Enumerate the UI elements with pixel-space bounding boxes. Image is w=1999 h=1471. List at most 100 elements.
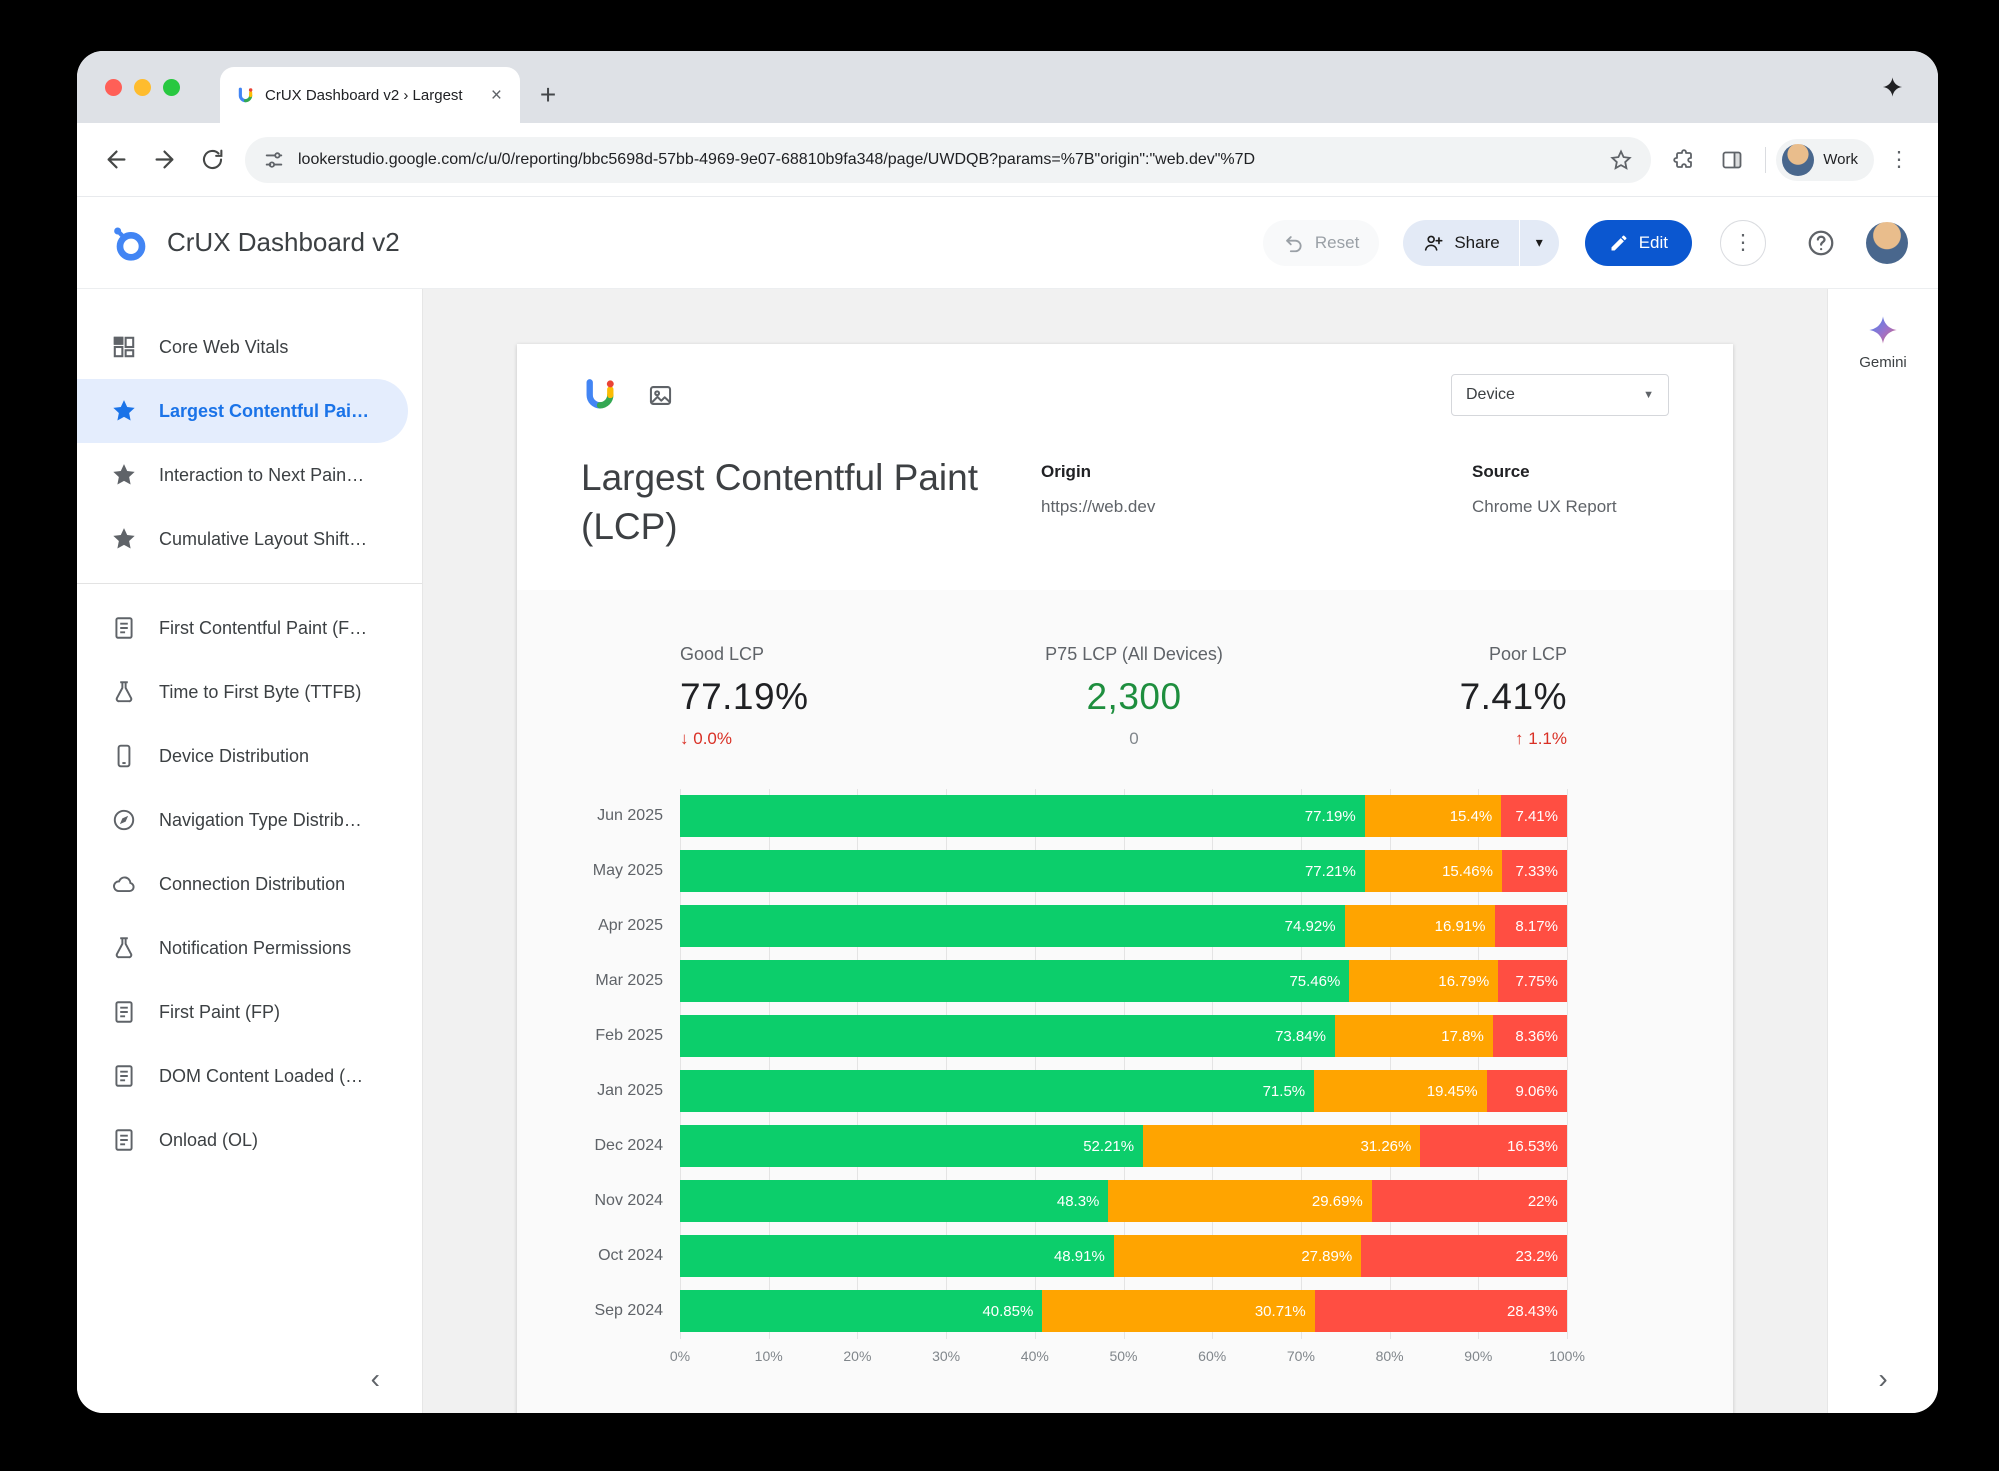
sidebar-item-dom-content-loaded[interactable]: DOM Content Loaded (… xyxy=(77,1044,408,1108)
bar-segment-poor[interactable]: 23.2% xyxy=(1361,1235,1567,1278)
report-canvas: Device ▼ Largest Contentful Paint (LCP) … xyxy=(423,289,1827,1413)
sidebar-item-label: Time to First Byte (TTFB) xyxy=(159,681,362,702)
bar-segment-needs-improvement[interactable]: 16.79% xyxy=(1349,960,1499,1003)
bar-segment-needs-improvement[interactable]: 15.4% xyxy=(1364,795,1502,838)
report-menu-icon[interactable]: ⋮ xyxy=(1720,219,1766,266)
bar-value-label: 40.85% xyxy=(982,1302,1034,1320)
sidebar-item-largest-contentful-pai[interactable]: Largest Contentful Pai… xyxy=(77,379,408,443)
new-tab-button[interactable]: + xyxy=(539,79,557,110)
next-page-icon[interactable]: › xyxy=(1878,1363,1888,1394)
dropdown-caret-icon: ▼ xyxy=(1643,389,1654,401)
bar-segment-poor[interactable]: 8.36% xyxy=(1492,1015,1567,1058)
sidebar-item-core-web-vitals[interactable]: Core Web Vitals xyxy=(77,315,408,379)
axis-tick: 20% xyxy=(843,1347,872,1364)
bookmark-star-icon[interactable] xyxy=(1609,148,1633,172)
sidebar-item-cumulative-layout-shift[interactable]: Cumulative Layout Shift… xyxy=(77,507,408,571)
stacked-bar: 52.21% 31.26% 16.53% xyxy=(680,1125,1567,1168)
bar-segment-good[interactable]: 77.21% xyxy=(680,850,1365,893)
tab-close-icon[interactable]: × xyxy=(490,84,502,106)
bar-segment-good[interactable]: 75.46% xyxy=(680,960,1350,1003)
bar-segment-needs-improvement[interactable]: 16.91% xyxy=(1344,905,1495,948)
close-window-button[interactable] xyxy=(105,78,122,96)
account-avatar[interactable] xyxy=(1866,221,1908,264)
bar-segment-good[interactable]: 73.84% xyxy=(680,1015,1335,1058)
url-text[interactable]: lookerstudio.google.com/c/u/0/reporting/… xyxy=(298,150,1256,168)
axis-tick: 30% xyxy=(932,1347,961,1364)
sidebar-item-notification-permissions[interactable]: Notification Permissions xyxy=(77,916,408,980)
bar-value-label: 28.43% xyxy=(1507,1302,1558,1320)
sidebar-item-time-to-first-byte-ttfb[interactable]: Time to First Byte (TTFB) xyxy=(77,660,408,724)
category-label: Mar 2025 xyxy=(595,972,663,990)
share-dropdown-caret-icon[interactable]: ▾ xyxy=(1518,219,1559,266)
bar-segment-needs-improvement[interactable]: 27.89% xyxy=(1113,1235,1362,1278)
report-title-header[interactable]: CrUX Dashboard v2 xyxy=(167,227,400,257)
browser-tab[interactable]: CrUX Dashboard v2 › Largest × xyxy=(220,67,520,123)
edit-button[interactable]: Edit xyxy=(1584,219,1692,266)
bar-segment-good[interactable]: 48.3% xyxy=(680,1180,1109,1223)
sidebar-item-navigation-type-distrib[interactable]: Navigation Type Distrib… xyxy=(77,788,408,852)
bar-segment-poor[interactable]: 28.43% xyxy=(1314,1290,1567,1333)
help-icon[interactable] xyxy=(1806,228,1836,258)
sidebar-item-interaction-to-next-pain[interactable]: Interaction to Next Pain… xyxy=(77,443,408,507)
bar-value-label: 73.84% xyxy=(1275,1027,1326,1045)
bar-segment-poor[interactable]: 7.75% xyxy=(1498,960,1567,1003)
category-label: May 2025 xyxy=(592,862,663,880)
device-filter-value: Device xyxy=(1466,386,1515,403)
site-settings-icon[interactable] xyxy=(263,149,285,171)
sidebar-item-onload-ol[interactable]: Onload (OL) xyxy=(77,1108,408,1172)
fullscreen-window-button[interactable] xyxy=(163,78,180,96)
gridline xyxy=(1034,788,1036,1339)
origin-value: https://web.dev xyxy=(1041,497,1156,516)
gridline xyxy=(1300,788,1302,1339)
bar-segment-good[interactable]: 71.5% xyxy=(680,1070,1315,1113)
extensions-icon[interactable] xyxy=(1661,137,1707,183)
axis-tick: 60% xyxy=(1198,1347,1227,1364)
bar-segment-needs-improvement[interactable]: 29.69% xyxy=(1108,1180,1372,1223)
address-bar[interactable]: lookerstudio.google.com/c/u/0/reporting/… xyxy=(245,136,1652,183)
sidebar-item-label: DOM Content Loaded (… xyxy=(159,1065,364,1086)
doc-icon xyxy=(111,999,137,1025)
app-header: CrUX Dashboard v2 Reset Share ▾ Edit ⋮ xyxy=(77,197,1938,289)
tab-favicon-icon xyxy=(236,86,255,105)
bar-segment-needs-improvement[interactable]: 30.71% xyxy=(1042,1290,1315,1333)
sparkle-icon[interactable] xyxy=(1881,76,1904,99)
sidebar-item-device-distribution[interactable]: Device Distribution xyxy=(77,724,408,788)
minimize-window-button[interactable] xyxy=(134,78,151,96)
sidebar-item-first-contentful-paint-f[interactable]: First Contentful Paint (F… xyxy=(77,596,408,660)
bar-segment-good[interactable]: 52.21% xyxy=(680,1125,1144,1168)
bar-segment-good[interactable]: 48.91% xyxy=(680,1235,1114,1278)
bar-segment-poor[interactable]: 8.17% xyxy=(1494,905,1567,948)
sidebar-item-first-paint-fp[interactable]: First Paint (FP) xyxy=(77,980,408,1044)
bar-segment-poor[interactable]: 7.33% xyxy=(1501,850,1567,893)
bar-value-label: 52.21% xyxy=(1083,1137,1135,1155)
sidebar-item-connection-distribution[interactable]: Connection Distribution xyxy=(77,852,408,916)
side-panel-icon[interactable] xyxy=(1709,137,1755,183)
category-label: Apr 2025 xyxy=(598,917,663,935)
source-label: Source xyxy=(1472,462,1530,481)
bar-segment-good[interactable]: 77.19% xyxy=(680,795,1365,838)
bar-segment-poor[interactable]: 22% xyxy=(1371,1180,1567,1223)
bar-segment-needs-improvement[interactable]: 19.45% xyxy=(1314,1070,1487,1113)
reset-button[interactable]: Reset xyxy=(1262,219,1380,266)
gemini-icon[interactable] xyxy=(1868,315,1898,345)
bar-segment-good[interactable]: 40.85% xyxy=(680,1290,1043,1333)
collapse-sidebar-icon[interactable]: ‹ xyxy=(370,1363,380,1394)
bar-segment-needs-improvement[interactable]: 15.46% xyxy=(1364,850,1502,893)
sidebar-item-label: First Paint (FP) xyxy=(159,1001,281,1022)
device-filter-dropdown[interactable]: Device ▼ xyxy=(1451,374,1669,416)
reload-button[interactable] xyxy=(189,137,235,183)
bar-segment-needs-improvement[interactable]: 31.26% xyxy=(1143,1125,1421,1168)
forward-button[interactable] xyxy=(141,137,187,183)
back-button[interactable] xyxy=(93,137,139,183)
bar-segment-needs-improvement[interactable]: 17.8% xyxy=(1334,1015,1493,1058)
bar-segment-poor[interactable]: 16.53% xyxy=(1420,1125,1567,1168)
edit-label: Edit xyxy=(1638,232,1668,252)
bar-segment-poor[interactable]: 9.06% xyxy=(1486,1070,1567,1113)
browser-menu-icon[interactable]: ⋮ xyxy=(1888,148,1910,171)
share-button[interactable]: Share ▾ xyxy=(1403,219,1559,266)
profile-chip[interactable]: Work xyxy=(1776,138,1874,181)
scorecard-value: 77.19% xyxy=(680,675,809,717)
bar-segment-good[interactable]: 74.92% xyxy=(680,905,1345,948)
chart-row-oct-2024: Oct 2024 48.91% 27.89% 23.2% xyxy=(557,1229,1567,1284)
bar-segment-poor[interactable]: 7.41% xyxy=(1501,795,1567,838)
